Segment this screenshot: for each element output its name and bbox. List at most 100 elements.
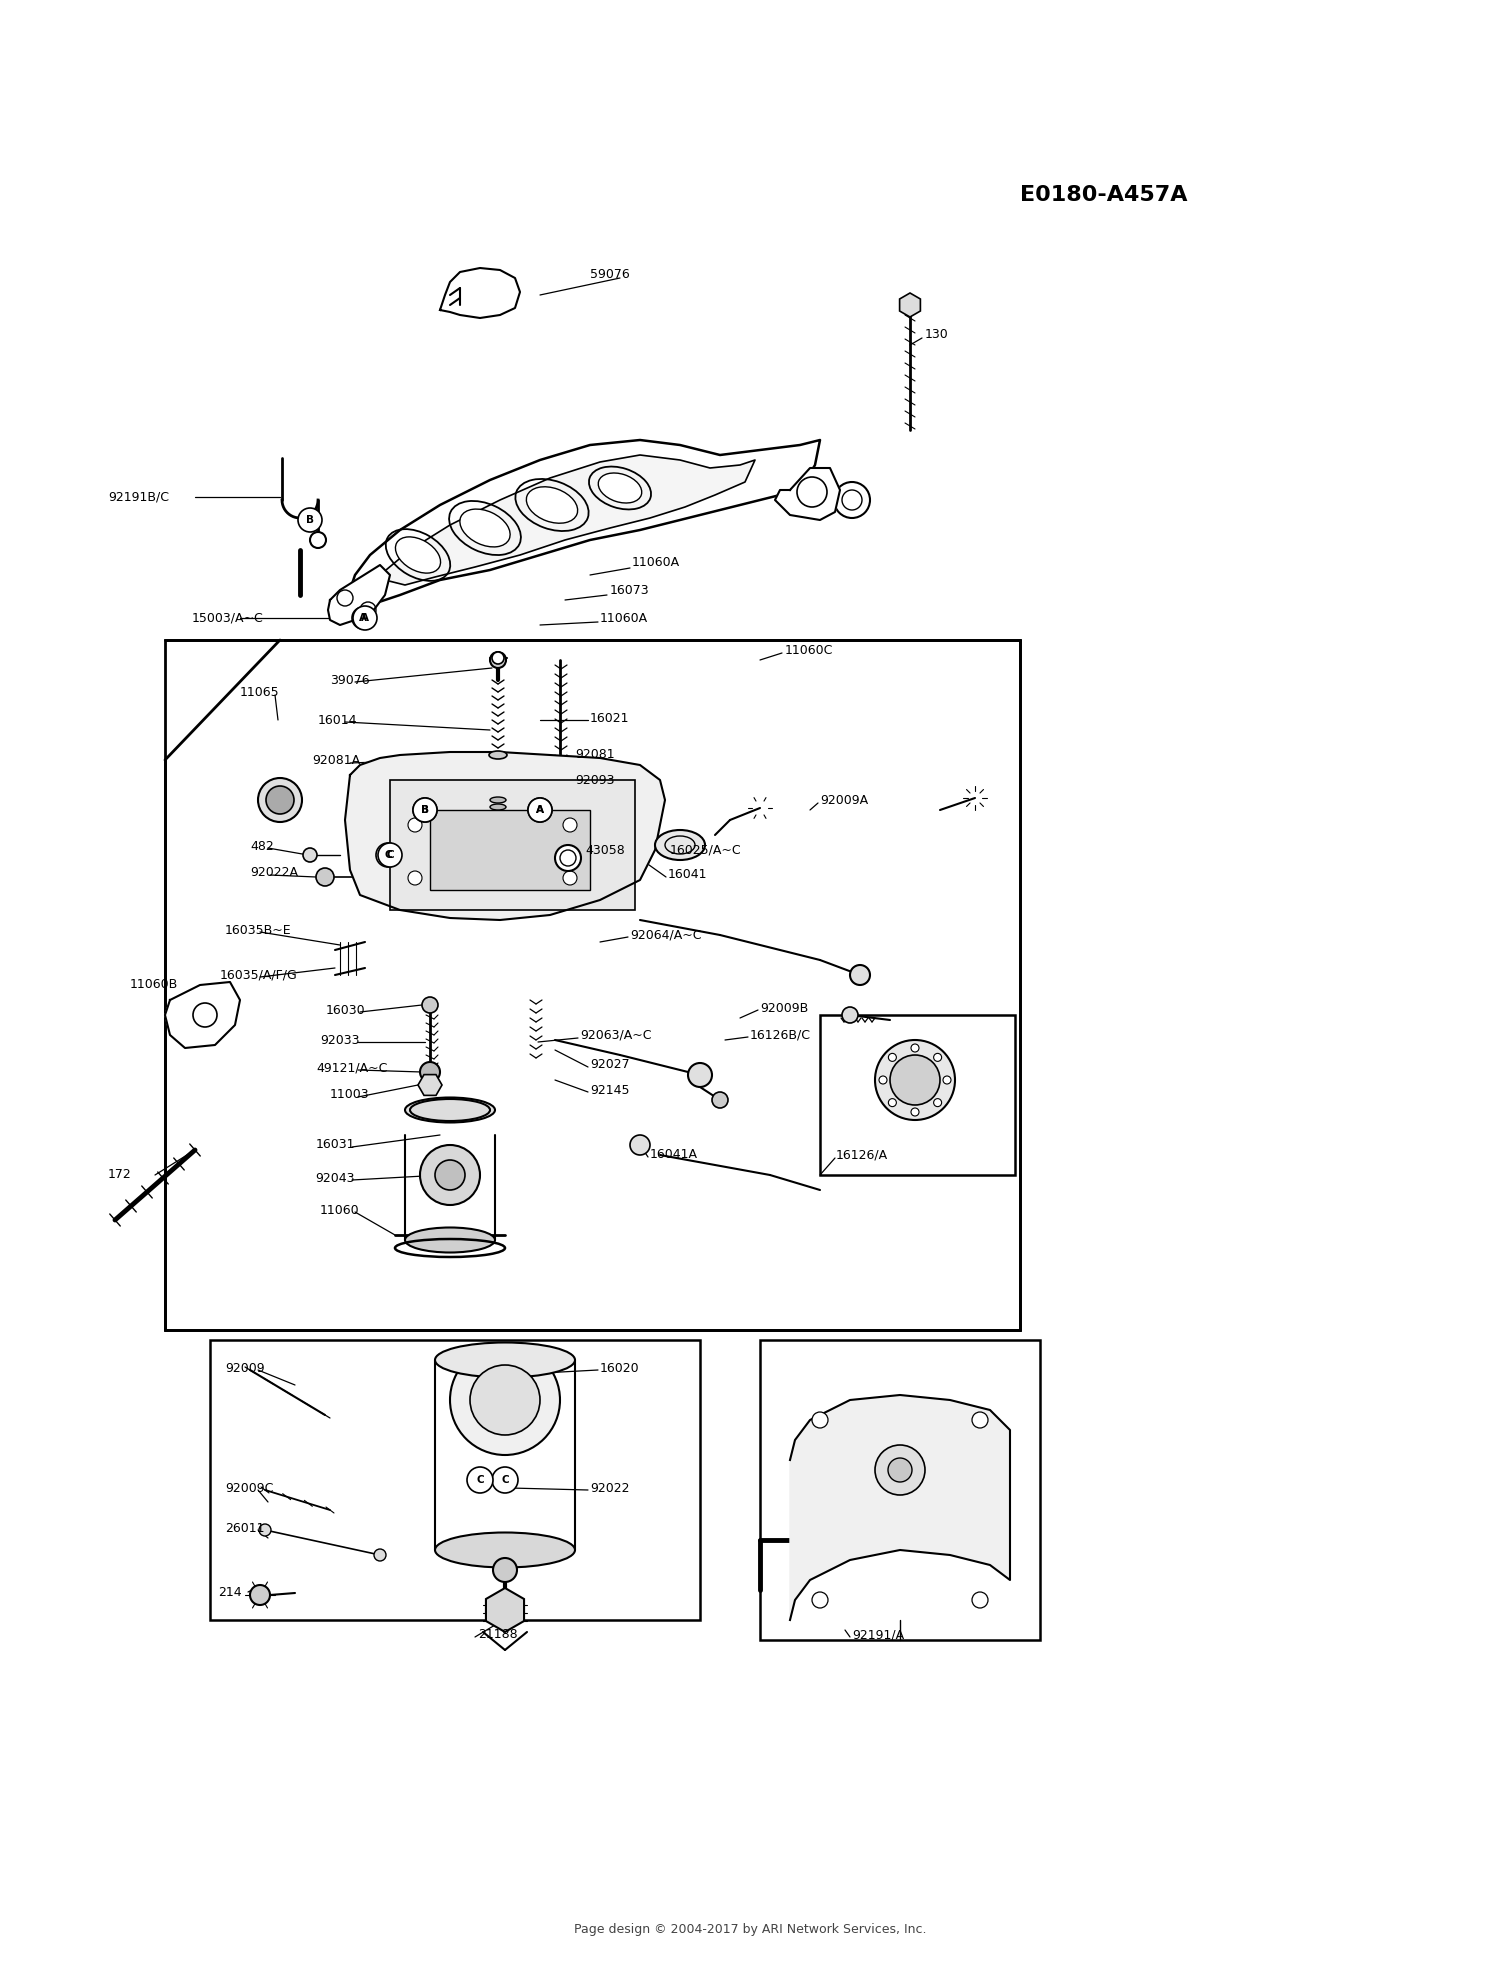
Circle shape (408, 818, 422, 832)
Circle shape (490, 651, 506, 667)
Text: 16031: 16031 (316, 1138, 356, 1152)
Ellipse shape (435, 1160, 465, 1191)
Polygon shape (776, 469, 840, 520)
Ellipse shape (526, 487, 578, 524)
Text: 214: 214 (217, 1585, 242, 1599)
Ellipse shape (490, 804, 506, 810)
Text: Page design © 2004-2017 by ARI Network Services, Inc.: Page design © 2004-2017 by ARI Network S… (573, 1923, 926, 1936)
Circle shape (413, 799, 436, 822)
Ellipse shape (470, 1366, 540, 1434)
Circle shape (258, 779, 302, 822)
Circle shape (260, 1524, 272, 1536)
Circle shape (944, 1075, 951, 1083)
Text: 92022: 92022 (590, 1481, 630, 1495)
Text: 11060B: 11060B (130, 979, 178, 991)
Circle shape (972, 1591, 988, 1609)
Polygon shape (440, 269, 520, 318)
Text: 11060A: 11060A (600, 612, 648, 624)
Text: 92009C: 92009C (225, 1481, 273, 1495)
Text: 16041A: 16041A (650, 1148, 698, 1162)
Polygon shape (790, 1395, 1010, 1621)
Text: 11003: 11003 (330, 1089, 369, 1101)
Text: 16035B~E: 16035B~E (225, 924, 291, 936)
Ellipse shape (405, 1228, 495, 1252)
Circle shape (888, 1099, 897, 1107)
Text: C: C (384, 850, 392, 859)
Text: 92022A: 92022A (251, 867, 298, 879)
Ellipse shape (460, 508, 510, 547)
Polygon shape (350, 439, 821, 604)
Text: E0180-A457A: E0180-A457A (1020, 184, 1188, 204)
Circle shape (466, 1468, 494, 1493)
Circle shape (352, 606, 376, 630)
Circle shape (528, 799, 552, 822)
Text: 16126B/C: 16126B/C (750, 1028, 812, 1042)
Text: 92009B: 92009B (760, 1001, 808, 1014)
Ellipse shape (435, 1532, 574, 1568)
Bar (390, 781, 634, 910)
Circle shape (562, 871, 578, 885)
Ellipse shape (396, 538, 441, 573)
Text: 59076: 59076 (590, 269, 630, 281)
Text: 16035/A/F/G: 16035/A/F/G (220, 969, 297, 981)
Circle shape (630, 1134, 650, 1156)
Circle shape (303, 848, 316, 861)
Text: 16025/A~C: 16025/A~C (670, 844, 741, 857)
Text: 16021: 16021 (590, 712, 630, 724)
Ellipse shape (490, 797, 506, 802)
Circle shape (494, 1558, 517, 1581)
Text: 92191/A: 92191/A (852, 1628, 904, 1642)
Bar (430, 810, 590, 891)
Circle shape (972, 1413, 988, 1428)
Text: 92009A: 92009A (821, 793, 868, 806)
Text: C: C (501, 1475, 509, 1485)
Ellipse shape (420, 1146, 480, 1205)
Text: 92081: 92081 (574, 748, 615, 761)
Circle shape (378, 844, 402, 867)
Circle shape (812, 1591, 828, 1609)
Ellipse shape (405, 1097, 495, 1122)
Text: 16041: 16041 (668, 869, 708, 881)
Circle shape (933, 1054, 942, 1061)
Text: 11065: 11065 (240, 687, 279, 700)
Circle shape (910, 1044, 920, 1052)
Circle shape (879, 1075, 886, 1083)
Text: 16020: 16020 (600, 1362, 639, 1375)
Circle shape (420, 1061, 440, 1081)
Circle shape (413, 799, 436, 822)
Text: 39076: 39076 (330, 673, 369, 687)
Text: 11060A: 11060A (632, 557, 680, 569)
Text: 11060: 11060 (320, 1203, 360, 1216)
Text: 16073: 16073 (610, 583, 650, 596)
Text: 16030: 16030 (326, 1003, 366, 1016)
Text: B: B (422, 804, 429, 814)
Text: 16014: 16014 (318, 714, 357, 726)
Text: 92081A: 92081A (312, 753, 360, 767)
Text: 172: 172 (108, 1169, 132, 1181)
Text: B: B (306, 514, 314, 526)
Text: 92093: 92093 (574, 773, 615, 787)
Circle shape (492, 1468, 517, 1493)
Circle shape (422, 997, 438, 1012)
Circle shape (834, 483, 870, 518)
Bar (165, 640, 1020, 1330)
Circle shape (266, 787, 294, 814)
Text: 11060C: 11060C (784, 644, 834, 657)
Ellipse shape (435, 1342, 574, 1377)
Bar (760, 1340, 1040, 1640)
Ellipse shape (450, 1346, 560, 1456)
Text: 16126/A: 16126/A (836, 1148, 888, 1162)
Text: 43058: 43058 (585, 844, 624, 857)
Polygon shape (328, 565, 390, 626)
Circle shape (812, 1413, 828, 1428)
Bar (821, 1014, 1016, 1175)
Text: 92064/A~C: 92064/A~C (630, 928, 702, 942)
Ellipse shape (656, 830, 705, 859)
Text: 92033: 92033 (320, 1034, 360, 1046)
Ellipse shape (489, 751, 507, 759)
Text: 130: 130 (926, 328, 948, 341)
Circle shape (562, 818, 578, 832)
Circle shape (251, 1585, 270, 1605)
Circle shape (933, 1099, 942, 1107)
Text: 49121/A~C: 49121/A~C (316, 1061, 387, 1075)
